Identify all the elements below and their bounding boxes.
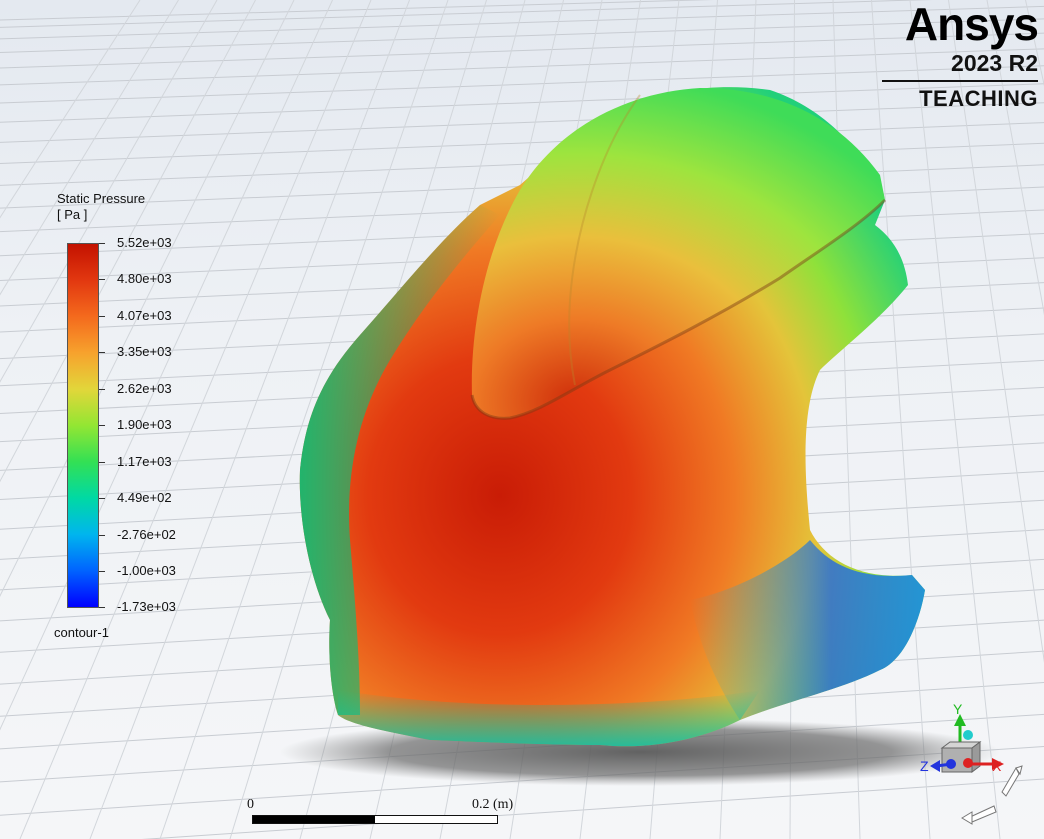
x-axis-arrow-icon <box>992 758 1004 770</box>
scale-label-start: 0 <box>247 797 254 812</box>
floor-grid-line <box>159 0 449 839</box>
legend-tick <box>99 607 105 608</box>
floor-grid-line <box>141 778 1044 839</box>
legend-label: -1.73e+03 <box>117 599 176 614</box>
legend-tick <box>99 279 105 280</box>
floor-grid-line <box>0 0 179 296</box>
legend-label: 3.35e+03 <box>117 344 172 359</box>
helmet-top-cap <box>471 88 885 419</box>
ansys-logo: Ansys <box>904 0 1039 50</box>
floor-grid-line <box>948 0 1044 663</box>
y-axis-arrow-icon <box>954 714 966 726</box>
legend-label: 1.17e+03 <box>117 454 172 469</box>
legend-tick <box>99 243 105 244</box>
legend-label: -1.00e+03 <box>117 563 176 578</box>
floor-grid-line <box>0 142 1044 186</box>
floor-grid-line <box>0 102 1044 143</box>
floor-grid-line <box>986 0 1044 316</box>
rotate-up-arrow-head <box>1015 765 1023 776</box>
triad-top-ball-icon <box>963 730 973 740</box>
floor-grid-line <box>0 0 333 731</box>
floor-grid-line <box>89 0 410 839</box>
floor-grid-line <box>0 122 1044 164</box>
x-axis-label: X <box>992 758 1002 774</box>
brand-divider <box>882 80 1038 82</box>
helmet-right-cool-region <box>690 540 925 720</box>
floor-grid-line <box>0 5 1044 40</box>
floor-grid-line <box>0 83 1044 123</box>
legend-tick <box>99 316 105 317</box>
legend-tick <box>99 498 105 499</box>
legend-colorbar <box>67 243 99 608</box>
z-axis-label: Z <box>920 758 929 774</box>
y-axis-label: Y <box>953 701 963 717</box>
x-axis-ball-icon <box>963 758 973 768</box>
edition-label: TEACHING <box>919 86 1038 111</box>
floor-grid-line <box>0 18 1044 54</box>
rotate-left-arrow-head <box>961 811 973 825</box>
version-label: 2023 R2 <box>951 50 1038 76</box>
rotate-up-arrow-icon[interactable] <box>1001 766 1020 797</box>
floor-grid-line <box>0 0 714 21</box>
legend-units: [ Pa ] <box>57 207 88 222</box>
floor-grid-line <box>0 48 1044 86</box>
legend-tick <box>99 389 105 390</box>
legend-tick <box>99 352 105 353</box>
legend-tick <box>99 535 105 536</box>
floor-grid-line <box>19 0 372 839</box>
ansys-branding: Ansys 2023 R2 TEACHING <box>878 0 1039 112</box>
legend-label: 2.62e+03 <box>117 381 172 396</box>
floor-grid-line <box>909 0 1001 839</box>
helmet-cap-crease <box>568 94 641 386</box>
floor-grid-line <box>0 0 218 383</box>
helmet-left-edge <box>299 205 500 715</box>
scale-label-end: 0.2 (m) <box>472 797 514 812</box>
orientation-triad[interactable]: Y X Z <box>920 700 1030 825</box>
legend-label: 4.80e+03 <box>117 271 172 286</box>
legend-label: 5.52e+03 <box>117 235 172 250</box>
floor-grid-line <box>0 0 141 219</box>
scale-bar <box>252 815 498 824</box>
scale-bar-fill <box>253 816 375 823</box>
legend-tick <box>99 462 105 463</box>
floor-grid-line <box>0 32 1044 69</box>
legend-label: 4.07e+03 <box>117 308 172 323</box>
helmet-cap-ridge <box>470 198 887 420</box>
legend-label: 1.90e+03 <box>117 417 172 432</box>
z-axis-arrow-icon <box>930 760 940 772</box>
floor-grid-line <box>871 0 931 839</box>
z-axis-ball-icon <box>946 759 956 769</box>
triad-cube-side <box>971 741 981 773</box>
floor-grid-line <box>0 0 256 483</box>
legend-title: Static Pressure <box>57 191 146 206</box>
legend-tick <box>99 425 105 426</box>
legend-label: -2.76e+02 <box>117 527 176 542</box>
legend-label: 4.49e+02 <box>117 490 172 505</box>
helmet-bottom-band <box>338 690 760 747</box>
floor-grid-line <box>0 65 1044 104</box>
contour-name: contour-1 <box>54 625 109 640</box>
legend-tick <box>99 571 105 572</box>
